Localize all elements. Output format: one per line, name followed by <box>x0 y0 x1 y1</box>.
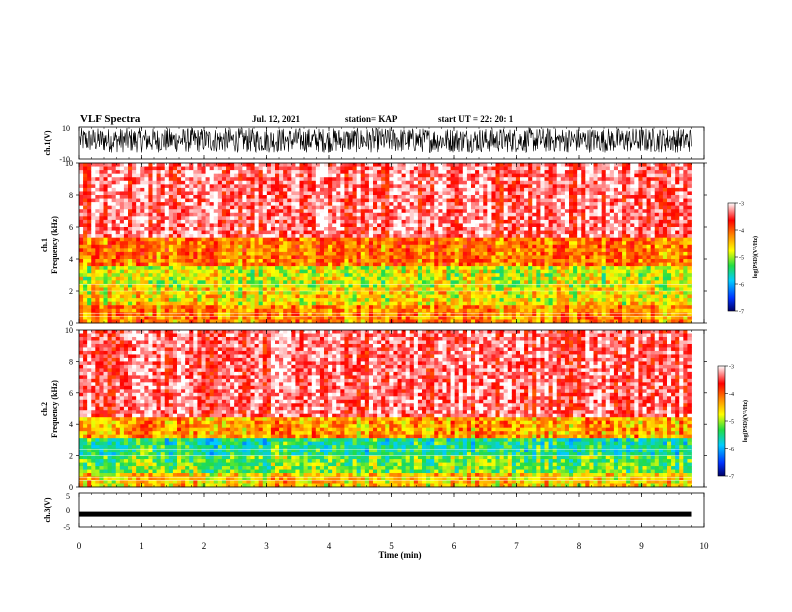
time-tick-label: 6 <box>452 541 457 551</box>
ch2-ytick-label: 6 <box>69 389 73 398</box>
ch2-spectrogram-image <box>79 330 704 488</box>
date-label: Jul. 12, 2021 <box>252 114 301 124</box>
ch1-colorbar-tick-label: -6 <box>739 283 744 289</box>
ch1-waveform-ytick-bottom: -10 <box>59 155 70 164</box>
ch1-channel-label: ch.1 <box>40 238 49 252</box>
ch2-colorbar-tick-label: -4 <box>729 392 734 398</box>
ch2-ytick-label: 0 <box>69 483 73 492</box>
ch1-spectrogram-panel: 0 2 4 6 8 10 ch.1 Frequency (kHz) <box>40 159 707 328</box>
time-tick-label: 2 <box>202 541 207 551</box>
ch1-spectrogram-yticks: 0 2 4 6 8 10 <box>65 159 707 328</box>
time-tick-label: 9 <box>639 541 644 551</box>
ch1-ytick-label: 8 <box>69 191 73 200</box>
ch1-colorbar-tick-label: -7 <box>739 310 744 316</box>
ch1-frequency-ylabel: Frequency (kHz) <box>50 216 59 274</box>
ch3-waveform-ytick-top: 5 <box>66 492 70 501</box>
ch1-waveform-panel: 10 -10 ch.1(V) <box>43 124 705 164</box>
ch3-waveform-ytick-bottom: -5 <box>63 523 70 532</box>
ch3-waveform-trace <box>79 511 692 517</box>
ch2-colorbar-tick-label: -3 <box>729 365 734 371</box>
time-tick-label: 8 <box>577 541 582 551</box>
ch1-waveform-ylabel: ch.1(V) <box>43 130 52 155</box>
time-tick-label: 0 <box>77 541 82 551</box>
ch1-colorbar: -3 -4 -5 -6 -7 log(PSD)(V²/Hz) <box>727 202 759 316</box>
figure-title: VLF Spectra <box>80 113 141 125</box>
ch1-ytick-label: 6 <box>69 223 73 232</box>
ch2-colorbar: -3 -4 -5 -6 -7 log(PSD)(V²/Hz) <box>717 365 749 481</box>
time-axis-label: Time (min) <box>378 550 421 560</box>
ch2-colorbar-tick-label: -6 <box>729 447 734 453</box>
time-tick-label: 1 <box>139 541 144 551</box>
ch1-spectrogram-image <box>79 163 704 324</box>
ch1-ytick-label: 10 <box>65 159 73 168</box>
ch2-ytick-label: 2 <box>69 452 73 461</box>
ch2-ytick-label: 10 <box>65 326 73 335</box>
ch3-waveform-panel: 5 0 -5 ch.3(V) <box>43 492 705 532</box>
ch2-colorbar-label: log(PSD)(V²/Hz) <box>742 400 749 442</box>
time-tick-label: 4 <box>327 541 332 551</box>
ch2-colorbar-tick-label: -5 <box>729 420 734 426</box>
time-tick-label: 10 <box>700 541 710 551</box>
time-tick-label: 3 <box>264 541 269 551</box>
time-axis: 0 1 2 3 4 5 6 7 8 9 10 <box>77 127 709 551</box>
ch1-waveform-ytick-top: 10 <box>62 124 70 133</box>
ch1-colorbar-tick-label: -3 <box>739 202 744 208</box>
ch2-spectrogram-panel: 0 2 4 6 8 10 ch.2 Frequency (kHz) <box>40 326 707 492</box>
ch1-colorbar-tick-label: -5 <box>739 256 744 262</box>
ch1-ytick-label: 0 <box>69 319 73 328</box>
ch1-colorbar-ticks: -3 -4 -5 -6 -7 <box>735 202 744 316</box>
ch2-colorbar-tick-label: -7 <box>729 475 734 481</box>
ch1-ytick-label: 2 <box>69 287 73 296</box>
station-label: station= KAP <box>345 114 398 124</box>
ch2-ytick-label: 4 <box>69 420 73 429</box>
start-time-label: start UT = 22: 20: 1 <box>438 114 514 124</box>
ch1-waveform-trace <box>79 127 692 154</box>
time-tick-label: 5 <box>389 541 394 551</box>
ch1-colorbar-label: log(PSD)(V²/Hz) <box>752 236 759 278</box>
ch2-colorbar-ticks: -3 -4 -5 -6 -7 <box>725 365 734 481</box>
ch2-ytick-label: 8 <box>69 357 73 366</box>
ch2-channel-label: ch.2 <box>40 402 49 416</box>
ch1-colorbar-tick-label: -4 <box>739 229 744 235</box>
ch3-waveform-ylabel: ch.3(V) <box>43 497 52 522</box>
ch2-frequency-ylabel: Frequency (kHz) <box>50 380 59 438</box>
time-tick-label: 7 <box>514 541 519 551</box>
ch3-waveform-ytick-mid: 0 <box>66 506 70 515</box>
ch1-ytick-label: 4 <box>69 255 73 264</box>
ch2-spectrogram-yticks: 0 2 4 6 8 10 <box>65 326 707 492</box>
